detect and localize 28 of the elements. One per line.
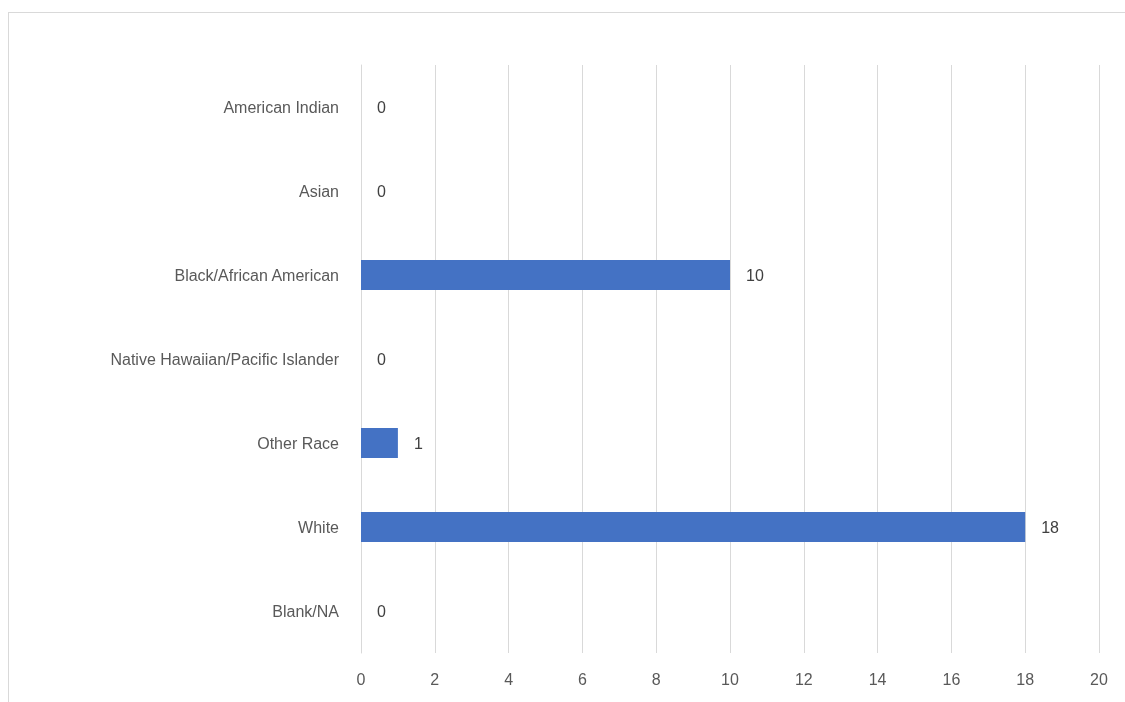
data-label: 0 [377,602,386,620]
y-tick-label: Black/African American [174,266,339,284]
data-label: 0 [377,350,386,368]
y-tick-label: Asian [298,182,339,200]
bar [361,428,398,458]
x-tick-label: 2 [430,670,440,688]
y-tick-label: White [298,518,340,536]
bar [361,260,730,290]
data-label: 18 [1041,518,1060,536]
x-tick-label: 16 [942,670,961,688]
x-tick-label: 4 [504,670,514,688]
x-tick-label: 6 [577,670,587,688]
y-tick-label: American Indian [223,98,339,116]
data-label: 0 [377,98,386,116]
x-tick-label: 12 [794,670,813,688]
data-label: 10 [746,266,764,284]
y-tick-label: Blank/NA [272,602,340,620]
y-tick-label: Native Hawaiian/Pacific Islander [110,350,340,368]
x-tick-label: 8 [651,670,661,688]
x-tick-label: 20 [1090,670,1108,688]
x-tick-label: 14 [868,670,887,688]
x-tick-label: 18 [1016,670,1035,688]
data-label: 0 [377,182,386,200]
bar [361,512,1026,542]
x-tick-label: 10 [721,670,739,688]
x-tick-label: 0 [356,670,366,688]
y-tick-label: Other Race [257,434,340,452]
data-label: 1 [413,434,423,452]
